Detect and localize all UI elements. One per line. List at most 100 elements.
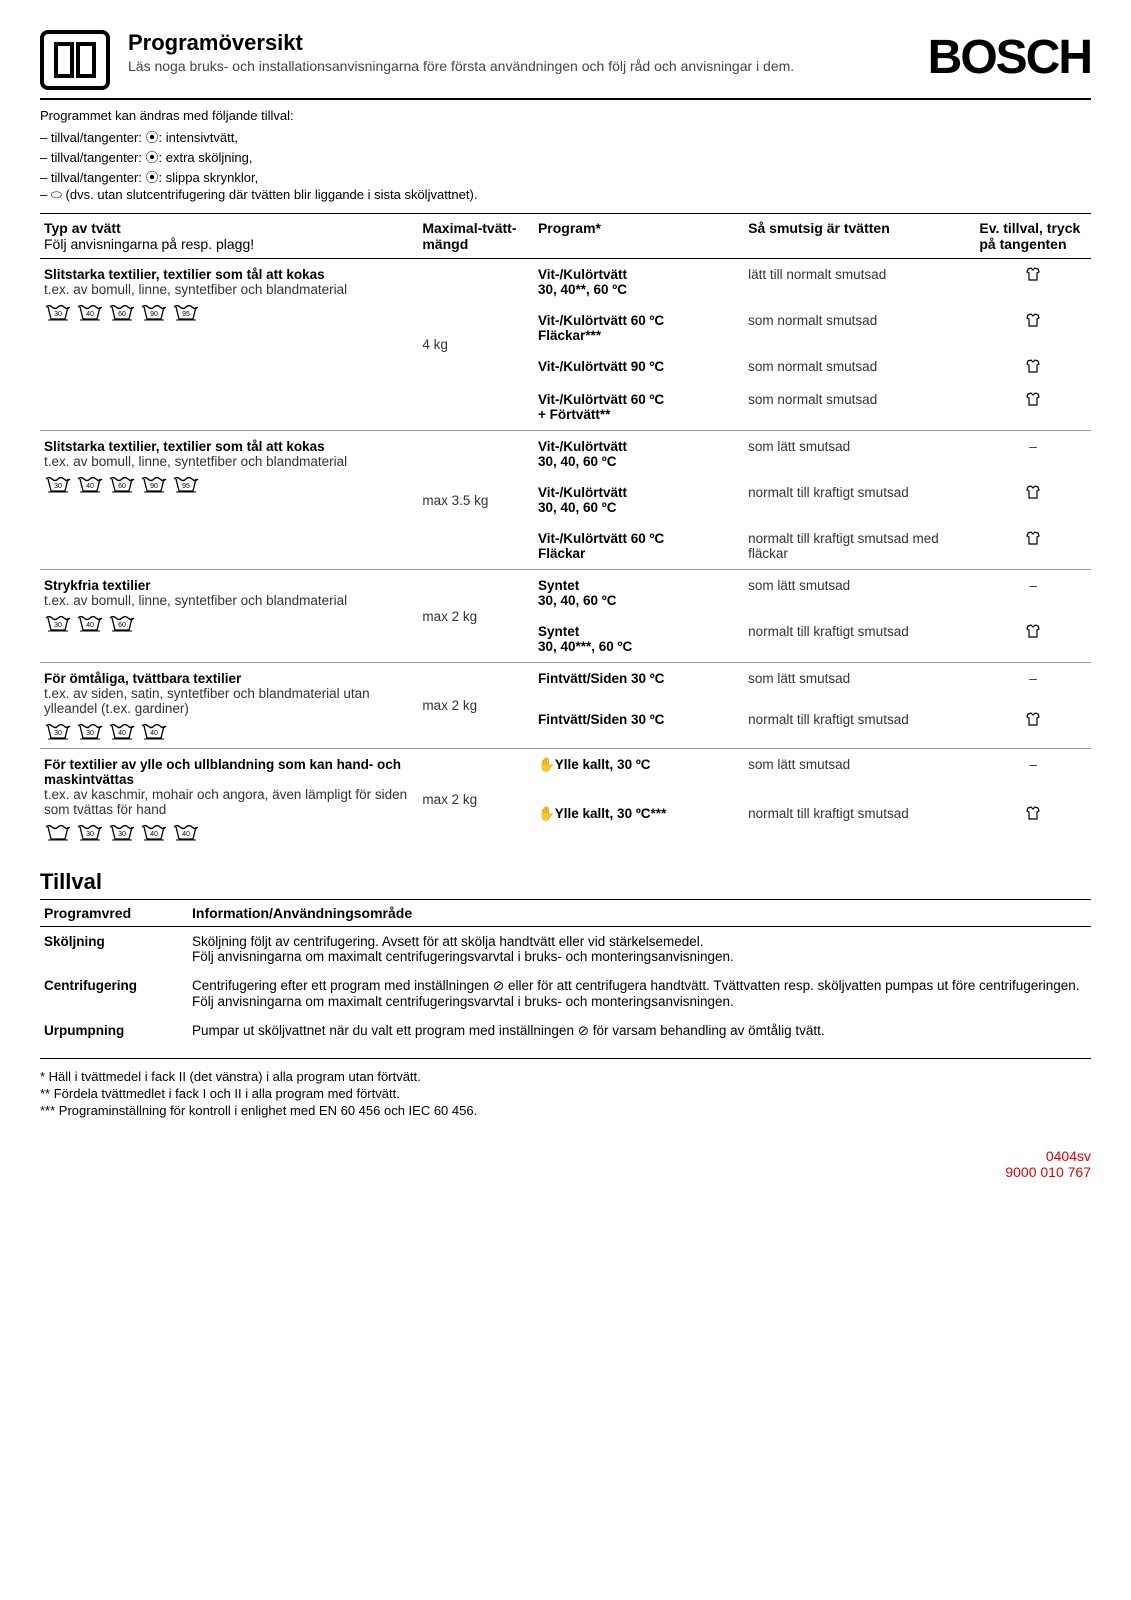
svg-text:30: 30 <box>118 831 126 838</box>
th-type-sub: Följ anvisningarna på resp. plagg! <box>44 236 414 252</box>
th-extra: Ev. tillval, tryck på tangenten <box>975 214 1091 259</box>
cell-soil: som lätt smutsad <box>744 431 975 478</box>
cell-program: Fintvätt/Siden 30 ºC <box>534 704 744 748</box>
svg-text:90: 90 <box>150 311 158 318</box>
intro-text: Programmet kan ändras med följande tillv… <box>40 108 294 123</box>
tillval-table: Programvred Information/Användningsområd… <box>40 899 1091 1046</box>
cell-type: Strykfria textilier t.ex. av bomull, lin… <box>40 570 418 663</box>
cell-extra <box>975 259 1091 306</box>
footer: 0404sv 9000 010 767 <box>40 1148 1091 1180</box>
cell-program: Syntet30, 40, 60 ºC <box>534 570 744 617</box>
svg-text:60: 60 <box>118 622 126 629</box>
cell-program: ✋Ylle kallt, 30 ºC*** <box>534 798 744 849</box>
tillval-row: SköljningSköljning följt av centrifugeri… <box>40 927 1091 972</box>
cell-extra <box>975 704 1091 748</box>
footnote: *** Programinställning för kontroll i en… <box>40 1103 1091 1118</box>
cell-soil: normalt till kraftigt smutsad <box>744 798 975 849</box>
th-type: Typ av tvätt Följ anvisningarna på resp.… <box>40 214 418 259</box>
tillval-heading: Tillval <box>40 869 1091 895</box>
cell-extra <box>975 305 1091 351</box>
cell-extra <box>975 616 1091 663</box>
svg-text:40: 40 <box>118 730 126 737</box>
cell-program: Fintvätt/Siden 30 ºC <box>534 663 744 705</box>
cell-soil: som lätt smutsad <box>744 663 975 705</box>
cell-program: Vit-/Kulörtvätt30, 40, 60 ºC <box>534 477 744 523</box>
table-row: För ömtåliga, tvättbara textilier t.ex. … <box>40 663 1091 705</box>
cell-max: max 2 kg <box>418 663 534 749</box>
intro-line: Programmet kan ändras med följande tillv… <box>40 108 1091 123</box>
tillval-row: CentrifugeringCentrifugering efter ett p… <box>40 971 1091 1016</box>
cell-soil: normalt till kraftigt smutsad med fläcka… <box>744 523 975 570</box>
cell-program: ✋Ylle kallt, 30 ºC <box>534 749 744 799</box>
svg-text:30: 30 <box>86 730 94 737</box>
cell-max: max 3.5 kg <box>418 431 534 570</box>
page-subtitle: Läs noga bruks- och installationsanvisni… <box>128 58 794 74</box>
footnote: ** Fördela tvättmedlet i fack I och II i… <box>40 1086 1091 1101</box>
table-row: Slitstarka textilier, textilier som tål … <box>40 259 1091 306</box>
svg-text:95: 95 <box>182 483 190 490</box>
tillval-label: Urpumpning <box>40 1016 188 1046</box>
cell-type: Slitstarka textilier, textilier som tål … <box>40 431 418 570</box>
cell-program: Vit-/Kulörtvätt 60 ºCFläckar <box>534 523 744 570</box>
cell-extra <box>975 384 1091 431</box>
cell-max: max 2 kg <box>418 570 534 663</box>
tillval-label: Centrifugering <box>40 971 188 1016</box>
th-max: Maximal-tvätt-mängd <box>418 214 534 259</box>
svg-text:60: 60 <box>118 483 126 490</box>
footnotes: * Häll i tvättmedel i fack II (det vänst… <box>40 1058 1091 1118</box>
option-item: – tillval/tangenter: ⦿: intensivtvätt, <box>40 127 1091 146</box>
footer-line1: 0404sv <box>40 1148 1091 1164</box>
svg-text:40: 40 <box>86 311 94 318</box>
cell-type: För ömtåliga, tvättbara textilier t.ex. … <box>40 663 418 749</box>
svg-text:60: 60 <box>118 311 126 318</box>
option-item: – tillval/tangenter: ⦿: slippa skrynklor… <box>40 167 1091 186</box>
svg-text:30: 30 <box>54 311 62 318</box>
svg-text:40: 40 <box>86 483 94 490</box>
brand-logo: BOSCH <box>928 30 1091 85</box>
th-program: Program* <box>534 214 744 259</box>
cell-max: max 2 kg <box>418 749 534 850</box>
cell-soil: normalt till kraftigt smutsad <box>744 477 975 523</box>
cell-soil: som lätt smutsad <box>744 570 975 617</box>
cell-program: Vit-/Kulörtvätt 90 ºC <box>534 351 744 384</box>
cell-program: Vit-/Kulörtvätt 60 ºCFläckar*** <box>534 305 744 351</box>
footnote: * Häll i tvättmedel i fack II (det vänst… <box>40 1069 1091 1084</box>
cell-soil: som normalt smutsad <box>744 351 975 384</box>
cell-extra: – <box>975 570 1091 617</box>
tillval-text: Centrifugering efter ett program med ins… <box>188 971 1091 1016</box>
svg-text:40: 40 <box>86 622 94 629</box>
header-text: Programöversikt Läs noga bruks- och inst… <box>128 30 794 74</box>
svg-text:95: 95 <box>182 311 190 318</box>
tillval-row: UrpumpningPumpar ut sköljvattnet när du … <box>40 1016 1091 1046</box>
cell-soil: normalt till kraftigt smutsad <box>744 616 975 663</box>
cell-type: För textilier av ylle och ullblandning s… <box>40 749 418 850</box>
option-list: – tillval/tangenter: ⦿: intensivtvätt,– … <box>40 127 1091 203</box>
option-item: – ⬭ (dvs. utan slutcentrifugering där tv… <box>40 187 1091 203</box>
tillval-text: Pumpar ut sköljvattnet när du valt ett p… <box>188 1016 1091 1046</box>
svg-text:30: 30 <box>54 622 62 629</box>
tillval-th2: Information/Användningsområde <box>188 900 1091 927</box>
svg-text:90: 90 <box>150 483 158 490</box>
cell-extra: – <box>975 431 1091 478</box>
cell-soil: normalt till kraftigt smutsad <box>744 704 975 748</box>
cell-extra: – <box>975 663 1091 705</box>
footer-line2: 9000 010 767 <box>40 1164 1091 1180</box>
page-title: Programöversikt <box>128 30 794 56</box>
cell-soil: som normalt smutsad <box>744 384 975 431</box>
program-table: Typ av tvätt Följ anvisningarna på resp.… <box>40 213 1091 849</box>
manual-icon <box>40 30 110 90</box>
cell-extra <box>975 798 1091 849</box>
cell-type: Slitstarka textilier, textilier som tål … <box>40 259 418 431</box>
header: Programöversikt Läs noga bruks- och inst… <box>40 30 1091 100</box>
cell-soil: som lätt smutsad <box>744 749 975 799</box>
table-row: Slitstarka textilier, textilier som tål … <box>40 431 1091 478</box>
tillval-label: Sköljning <box>40 927 188 972</box>
table-row: Strykfria textilier t.ex. av bomull, lin… <box>40 570 1091 617</box>
option-item: – tillval/tangenter: ⦿: extra sköljning, <box>40 147 1091 166</box>
cell-extra: – <box>975 749 1091 799</box>
svg-text:40: 40 <box>150 730 158 737</box>
cell-program: Syntet30, 40***, 60 ºC <box>534 616 744 663</box>
svg-text:40: 40 <box>150 831 158 838</box>
cell-program: Vit-/Kulörtvätt30, 40**, 60 ºC <box>534 259 744 306</box>
cell-max: 4 kg <box>418 259 534 431</box>
